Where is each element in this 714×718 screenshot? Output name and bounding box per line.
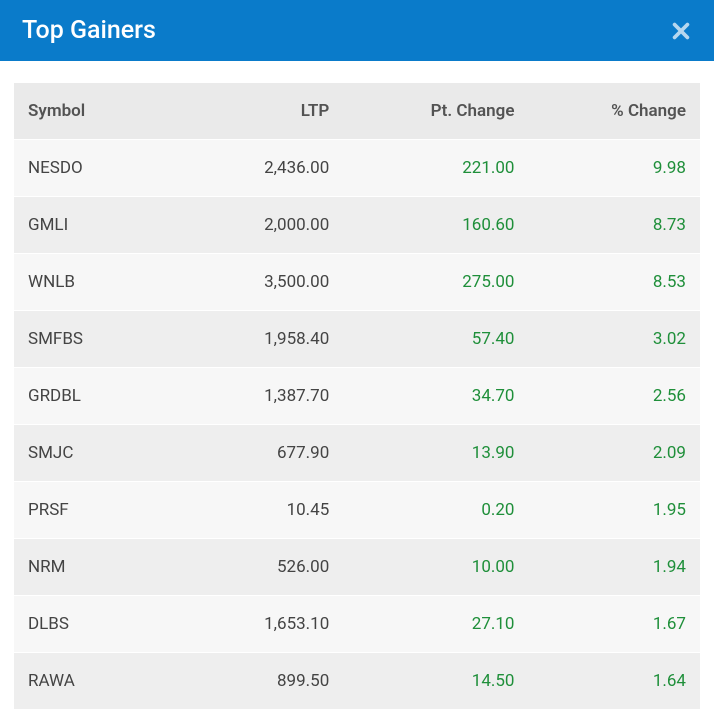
table-container: Symbol LTP Pt. Change % Change NESDO2,43…: [0, 61, 714, 709]
cell-pct-change: 8.53: [528, 254, 700, 311]
cell-symbol[interactable]: RAWA: [14, 653, 206, 710]
cell-pt-change: 14.50: [343, 653, 528, 710]
cell-ltp: 1,958.40: [206, 311, 343, 368]
table-row: NESDO2,436.00221.009.98: [14, 140, 700, 197]
table-row: SMFBS1,958.4057.403.02: [14, 311, 700, 368]
cell-pt-change: 10.00: [343, 539, 528, 596]
page-title: Top Gainers: [22, 16, 156, 45]
cell-symbol[interactable]: NRM: [14, 539, 206, 596]
cell-symbol[interactable]: WNLB: [14, 254, 206, 311]
table-row: WNLB3,500.00275.008.53: [14, 254, 700, 311]
cell-pct-change: 1.64: [528, 653, 700, 710]
cell-pct-change: 3.02: [528, 311, 700, 368]
table-header-row: Symbol LTP Pt. Change % Change: [14, 83, 700, 140]
cell-pt-change: 13.90: [343, 425, 528, 482]
cell-pt-change: 0.20: [343, 482, 528, 539]
cell-ltp: 1,653.10: [206, 596, 343, 653]
cell-pt-change: 221.00: [343, 140, 528, 197]
table-row: RAWA899.5014.501.64: [14, 653, 700, 710]
cell-pct-change: 2.56: [528, 368, 700, 425]
table-row: GRDBL1,387.7034.702.56: [14, 368, 700, 425]
cell-pct-change: 1.94: [528, 539, 700, 596]
cell-pct-change: 1.95: [528, 482, 700, 539]
cell-pct-change: 9.98: [528, 140, 700, 197]
table-row: SMJC677.9013.902.09: [14, 425, 700, 482]
cell-pt-change: 34.70: [343, 368, 528, 425]
cell-ltp: 1,387.70: [206, 368, 343, 425]
table-row: GMLI2,000.00160.608.73: [14, 197, 700, 254]
col-ltp: LTP: [206, 83, 343, 140]
cell-pct-change: 8.73: [528, 197, 700, 254]
cell-symbol[interactable]: SMFBS: [14, 311, 206, 368]
cell-symbol[interactable]: DLBS: [14, 596, 206, 653]
close-button[interactable]: [670, 20, 692, 42]
col-symbol: Symbol: [14, 83, 206, 140]
table-row: NRM526.0010.001.94: [14, 539, 700, 596]
cell-symbol[interactable]: SMJC: [14, 425, 206, 482]
cell-ltp: 2,000.00: [206, 197, 343, 254]
cell-symbol[interactable]: NESDO: [14, 140, 206, 197]
cell-ltp: 3,500.00: [206, 254, 343, 311]
cell-ltp: 677.90: [206, 425, 343, 482]
cell-pt-change: 57.40: [343, 311, 528, 368]
top-gainers-table: Symbol LTP Pt. Change % Change NESDO2,43…: [14, 83, 700, 709]
col-pct-change: % Change: [528, 83, 700, 140]
cell-pt-change: 27.10: [343, 596, 528, 653]
table-row: PRSF10.450.201.95: [14, 482, 700, 539]
cell-symbol[interactable]: GMLI: [14, 197, 206, 254]
cell-symbol[interactable]: PRSF: [14, 482, 206, 539]
page-header: Top Gainers: [0, 0, 714, 61]
cell-ltp: 899.50: [206, 653, 343, 710]
cell-pt-change: 275.00: [343, 254, 528, 311]
col-pt-change: Pt. Change: [343, 83, 528, 140]
cell-pct-change: 1.67: [528, 596, 700, 653]
close-icon: [670, 20, 692, 42]
cell-pt-change: 160.60: [343, 197, 528, 254]
table-row: DLBS1,653.1027.101.67: [14, 596, 700, 653]
cell-ltp: 2,436.00: [206, 140, 343, 197]
cell-symbol[interactable]: GRDBL: [14, 368, 206, 425]
cell-ltp: 10.45: [206, 482, 343, 539]
cell-pct-change: 2.09: [528, 425, 700, 482]
cell-ltp: 526.00: [206, 539, 343, 596]
